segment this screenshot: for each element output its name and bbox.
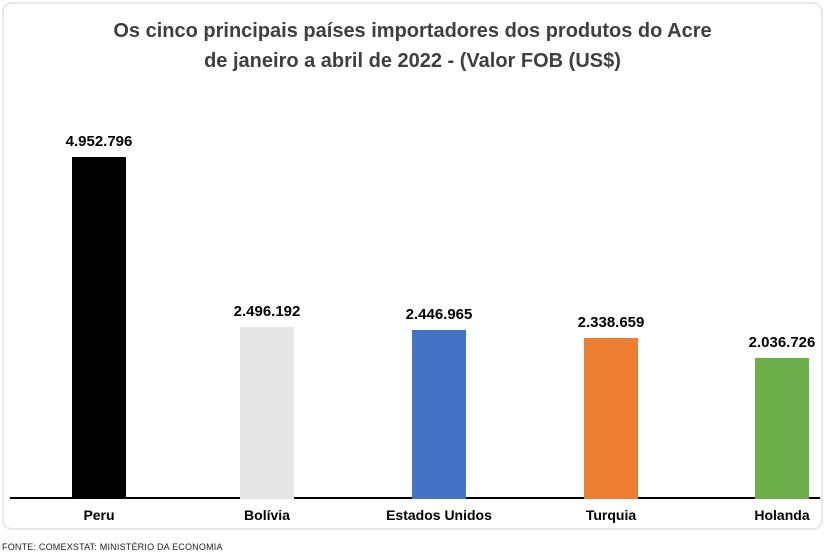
bar-peru <box>72 157 126 499</box>
category-label-peru: Peru <box>83 507 115 523</box>
chart-title: Os cinco principais países importadores … <box>0 16 825 76</box>
bar-turquia <box>584 338 638 499</box>
bar-holanda <box>755 358 809 499</box>
bar-column-bolivia: 2.496.192 <box>180 303 354 499</box>
bar-column-holanda: 2.036.726 <box>695 334 825 499</box>
bar-estados-unidos <box>412 330 466 499</box>
category-label-holanda: Holanda <box>754 507 810 523</box>
chart-title-line-2: de janeiro a abril de 2022 - (Valor FOB … <box>204 50 621 72</box>
category-label-bolivia: Bolívia <box>244 507 290 523</box>
bar-bolivia <box>240 327 294 499</box>
bar-value-label-estados-unidos: 2.446.965 <box>405 306 473 323</box>
bar-value-label-turquia: 2.338.659 <box>577 314 645 331</box>
bar-column-turquia: 2.338.659 <box>524 314 698 499</box>
category-label-estados-unidos: Estados Unidos <box>386 507 492 523</box>
plot-area: 4.952.796 2.496.192 2.446.965 2.338.659 2.03… <box>0 110 825 499</box>
category-axis-labels: Peru Bolívia Estados Unidos Turquia Holanda <box>0 507 825 529</box>
bar-column-estados-unidos: 2.446.965 <box>352 306 526 499</box>
bar-value-label-peru: 4.952.796 <box>65 133 133 150</box>
bar-column-peru: 4.952.796 <box>12 133 186 499</box>
category-label-turquia: Turquia <box>585 507 637 523</box>
bar-value-label-bolivia: 2.496.192 <box>233 303 301 320</box>
chart-title-line-1: Os cinco principais países importadores … <box>113 20 712 42</box>
source-note: FONTE: COMEXSTAT: MINISTÉRIO DA ECONOMIA <box>2 542 223 552</box>
bar-value-label-holanda: 2.036.726 <box>748 334 816 351</box>
